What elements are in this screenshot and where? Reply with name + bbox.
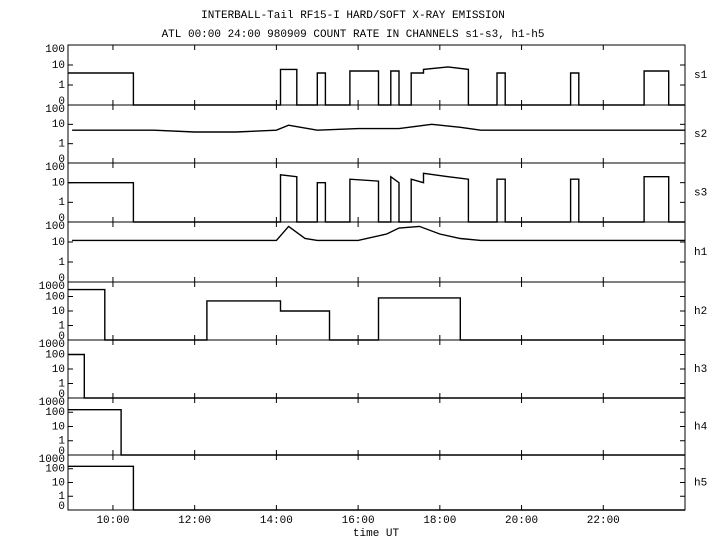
x-tick-label: 18:00 (423, 515, 456, 527)
y-tick-label: 0 (58, 96, 65, 108)
y-tick-label: 10 (52, 364, 65, 376)
y-tick-label: 100 (45, 407, 65, 419)
y-tick-label: 10 (52, 60, 65, 72)
y-tick-label: 1000 (39, 397, 65, 409)
panel-label: h4 (694, 421, 708, 433)
series-line (68, 465, 685, 511)
panel-label: s3 (694, 187, 707, 199)
y-tick-label: 1000 (39, 281, 65, 293)
y-tick-label: 100 (45, 104, 65, 116)
chart-subtitle: ATL 00:00 24:00 980909 COUNT RATE IN CHA… (162, 29, 545, 41)
y-tick-label: 100 (45, 349, 65, 361)
y-tick-label: 0 (58, 213, 65, 225)
y-tick-label: 1 (58, 378, 65, 390)
y-tick-label: 10 (52, 119, 65, 131)
y-tick-label: 0 (58, 331, 65, 343)
x-tick-label: 12:00 (178, 515, 211, 527)
y-tick-label: 100 (45, 464, 65, 476)
y-tick-label: 0 (58, 389, 65, 401)
y-tick-label: 1 (58, 320, 65, 332)
y-tick-label: 10 (52, 477, 65, 489)
y-tick-label: 1 (58, 436, 65, 448)
y-tick-label: 1 (58, 197, 65, 209)
y-tick-label: 1 (58, 139, 65, 151)
panel-label: h1 (694, 247, 708, 259)
y-tick-label: 1 (58, 491, 65, 503)
series-line (72, 225, 685, 242)
panel-label: h2 (694, 306, 707, 318)
x-tick-label: 16:00 (342, 515, 375, 527)
y-tick-label: 1 (58, 257, 65, 269)
x-tick-label: 10:00 (96, 515, 129, 527)
y-tick-label: 0 (58, 154, 65, 166)
panel-label: s2 (694, 129, 707, 141)
y-tick-label: 10 (52, 306, 65, 318)
series-line (72, 123, 685, 133)
y-tick-label: 1000 (39, 454, 65, 466)
y-tick-label: 1 (58, 80, 65, 92)
y-tick-label: 10 (52, 178, 65, 190)
y-tick-label: 100 (45, 44, 65, 56)
y-tick-label: 100 (45, 291, 65, 303)
y-tick-label: 1000 (39, 339, 65, 351)
panel-label: h5 (694, 477, 707, 489)
panel-label: h3 (694, 364, 707, 376)
x-tick-label: 20:00 (505, 515, 538, 527)
panel-label: s1 (694, 70, 708, 82)
x-axis-label: time UT (353, 528, 400, 540)
y-tick-label: 0 (58, 501, 65, 513)
y-tick-label: 10 (52, 421, 65, 433)
chart-title: INTERBALL-Tail RF15-I HARD/SOFT X-RAY EM… (201, 10, 505, 22)
x-tick-label: 14:00 (260, 515, 293, 527)
y-tick-label: 100 (45, 162, 65, 174)
x-tick-label: 22:00 (587, 515, 620, 527)
y-tick-label: 0 (58, 446, 65, 458)
y-tick-label: 0 (58, 273, 65, 285)
y-tick-label: 10 (52, 237, 65, 249)
y-tick-label: 100 (45, 221, 65, 233)
